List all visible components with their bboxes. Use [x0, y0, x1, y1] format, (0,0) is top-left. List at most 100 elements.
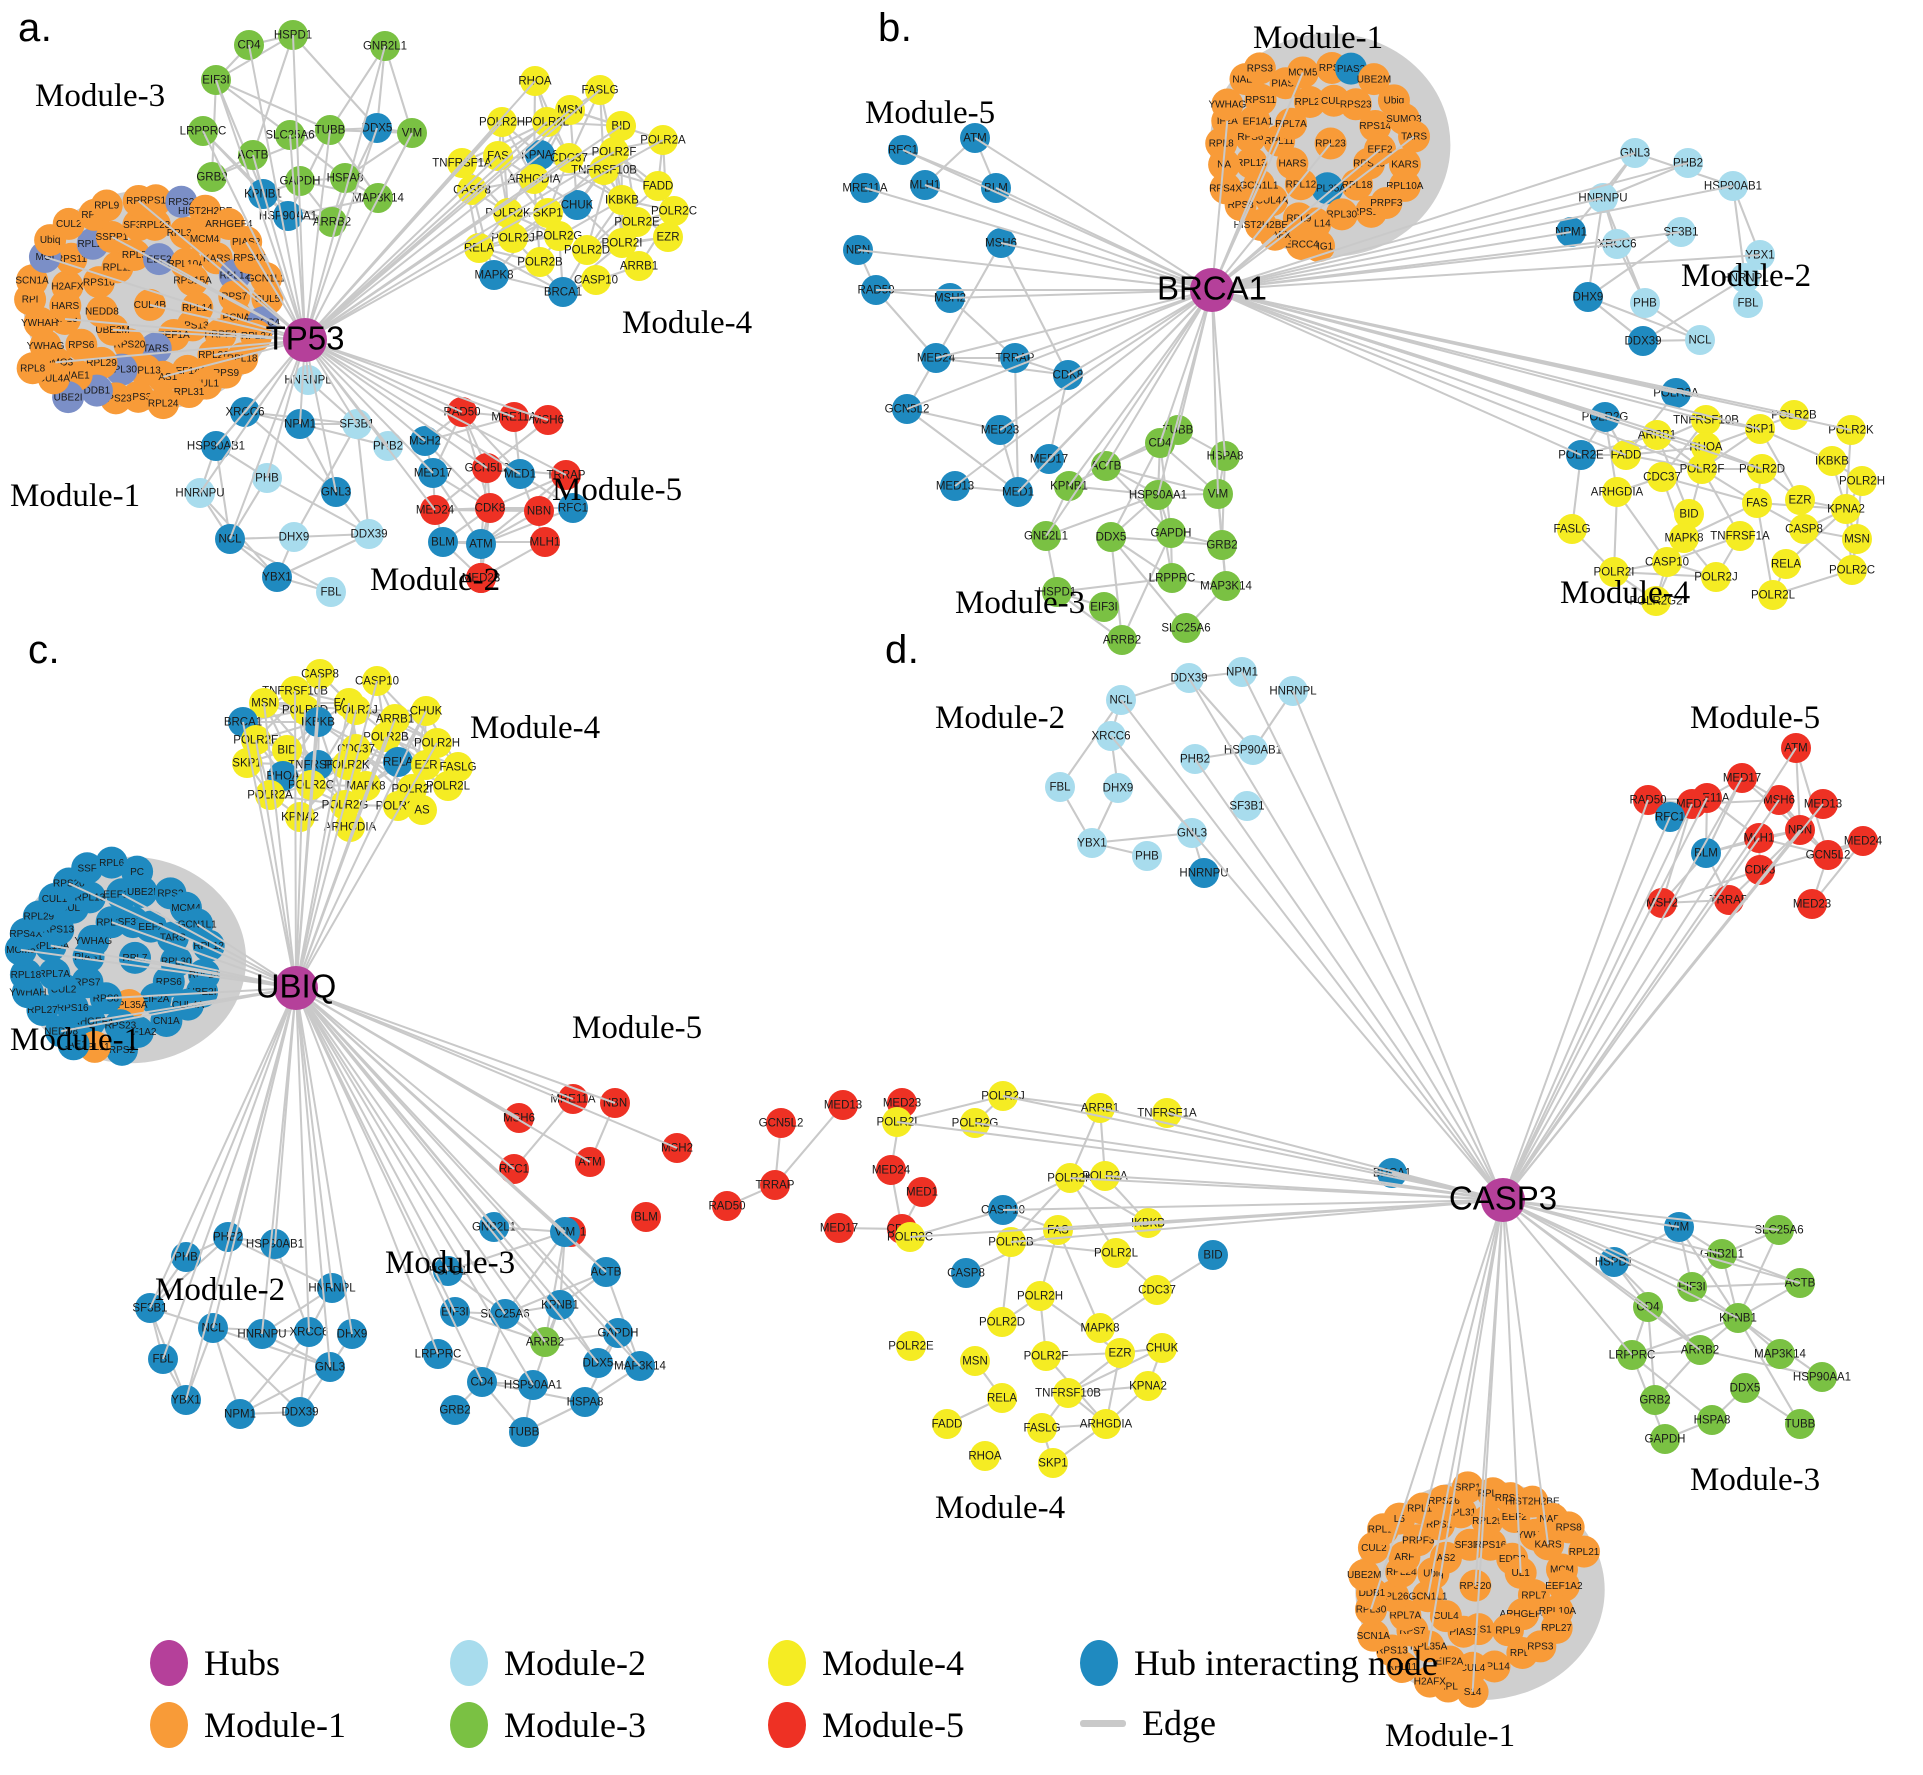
network-node-sf3b1[interactable]: SF3B1	[1229, 791, 1265, 821]
network-node-map3k14[interactable]: MAP3K14	[1754, 1339, 1806, 1369]
blob-node-h2afx[interactable]: H2AFX	[51, 270, 84, 303]
network-node-hspa8[interactable]: HSPA8	[1694, 1405, 1731, 1435]
blob-node-rps23[interactable]: RPS23	[1339, 88, 1372, 121]
hub-node-brca1[interactable]: BRCA1	[1157, 268, 1267, 312]
network-node-hsp90ab1[interactable]: HSP90AB1	[1224, 735, 1282, 765]
network-node-mapk8[interactable]: MAPK8	[475, 260, 514, 290]
network-node-polr2f[interactable]: POLR2F	[1024, 1341, 1069, 1371]
blob-node-prpf3[interactable]: PRPF3	[1370, 186, 1403, 219]
network-node-polr2l[interactable]: POLR2L	[426, 771, 471, 801]
network-node-ybx1[interactable]: YBX1	[262, 562, 292, 592]
blob-node-rpl5[interactable]: RPL5	[118, 239, 151, 272]
network-node-ddx5[interactable]: DDX5	[1730, 1373, 1761, 1403]
blob-node-rps8[interactable]: RPS8	[1552, 1511, 1585, 1544]
network-node-fbl[interactable]: FBL	[1733, 288, 1763, 318]
network-node-grb2[interactable]: GRB2	[1639, 1385, 1671, 1415]
network-node-bid[interactable]: BID	[1674, 499, 1704, 529]
network-node-polr2g[interactable]: POLR2G	[536, 221, 583, 251]
network-node-polr2b[interactable]: POLR2B	[517, 247, 563, 277]
network-node-ncl[interactable]: NCL	[1685, 325, 1715, 355]
blob-node-rpl23[interactable]: RPL23	[138, 208, 171, 241]
network-node-ybx1[interactable]: YBX1	[1077, 828, 1107, 858]
network-node-ikbkb[interactable]: IKBKB	[1815, 446, 1849, 476]
network-node-polr2j[interactable]: POLR2J	[1694, 562, 1738, 592]
network-node-hnrnpl[interactable]: HNRNPL	[1721, 263, 1769, 293]
network-node-gapdh[interactable]: GAPDH	[1645, 1424, 1686, 1454]
blob-node-rpl29[interactable]: RPL29	[1471, 1504, 1504, 1537]
network-node-fadd[interactable]: FADD	[643, 171, 674, 201]
network-node-polr2h[interactable]: POLR2H	[1017, 1281, 1063, 1311]
blob-node-rpl7[interactable]: RPL7	[1517, 1579, 1550, 1612]
network-node-casp8[interactable]: CASP8	[947, 1258, 985, 1288]
network-node-kpna2[interactable]: KPNA2	[1129, 1371, 1167, 1401]
blob-node-ercc4[interactable]: ERCC4	[1285, 228, 1319, 261]
blob-node-tars[interactable]: TARS	[156, 921, 189, 954]
network-node-polr2c[interactable]: POLR2C	[651, 196, 697, 226]
blob-node-ube2m[interactable]: UBE2M	[1347, 1559, 1381, 1592]
network-node-slc25a6[interactable]: SLC25A6	[1161, 613, 1211, 643]
network-node-kpna2[interactable]: KPNA2	[1827, 494, 1865, 524]
network-node-rela[interactable]: RELA	[987, 1383, 1017, 1413]
network-node-hsp90aa1[interactable]: HSP90AA1	[504, 1370, 562, 1400]
blob-node-ssf[interactable]: SSF	[71, 852, 104, 885]
network-node-casp10[interactable]: CASP10	[1645, 547, 1689, 577]
network-node-ikbkb[interactable]: IKBKB	[605, 185, 639, 215]
network-node-ddx39[interactable]: DDX39	[350, 519, 388, 549]
network-node-blm[interactable]: BLM	[631, 1202, 661, 1232]
network-node-gcn5l2[interactable]: GCN5L2	[759, 1108, 804, 1138]
network-node-lrpprc[interactable]: LRPPRC	[1149, 563, 1196, 593]
network-node-atm[interactable]: ATM	[466, 529, 496, 559]
blob-node-rpl7a[interactable]: RPL7A	[1274, 107, 1307, 140]
blob-node-pc[interactable]: PC	[121, 855, 154, 888]
network-node-arrb1[interactable]: ARRB1	[620, 251, 658, 281]
hub-node-tp53[interactable]: TP53	[266, 318, 345, 362]
blob-node-rpl9[interactable]: RPL9	[1491, 1614, 1524, 1647]
network-node-rela[interactable]: RELA	[1771, 549, 1801, 579]
network-node-mapk8[interactable]: MAPK8	[1081, 1313, 1120, 1343]
network-node-polr2g2[interactable]: POLR2G2	[1629, 586, 1683, 616]
network-node-fbl[interactable]: FBL	[316, 577, 346, 607]
network-node-phb[interactable]: PHB	[1132, 841, 1162, 871]
network-node-ezr[interactable]: EZR	[1785, 485, 1815, 515]
network-node-fbl[interactable]: FBL	[1045, 772, 1075, 802]
network-node-gapdh[interactable]: GAPDH	[1151, 518, 1192, 548]
network-node-hspa8[interactable]: HSPA8	[567, 1387, 604, 1417]
blob-node-rps3[interactable]: RPS3	[1243, 52, 1276, 85]
network-node-grb2[interactable]: GRB2	[439, 1395, 471, 1425]
network-node-med1[interactable]: MED1	[906, 1177, 938, 1207]
blob-node-scn1a[interactable]: SCN1A	[1357, 1619, 1391, 1652]
blob-node-srp1[interactable]: SRP1	[1451, 1471, 1484, 1504]
network-node-eif3i[interactable]: EIF3I	[1089, 592, 1119, 622]
network-node-dhx9[interactable]: DHX9	[279, 522, 310, 552]
network-node-cdc37[interactable]: CDC37	[1643, 462, 1681, 492]
blob-node-hist2h2be[interactable]: HIST2H2BE	[178, 194, 233, 227]
blob-node-rpl7a[interactable]: RPL7A	[38, 958, 70, 991]
network-node-arhgdia[interactable]: ARHGDIA	[1080, 1409, 1133, 1439]
blob-node-rpl13[interactable]: RPL13	[129, 354, 162, 387]
network-node-cdc37[interactable]: CDC37	[1138, 1275, 1176, 1305]
blob-node-rpl8[interactable]: RPL8	[16, 352, 49, 385]
blob-node-rpl14[interactable]: RPL14	[181, 291, 214, 324]
blob-node-nedd8[interactable]: NEDD8	[85, 295, 119, 328]
network-node-map3k14[interactable]: MAP3K14	[1200, 571, 1252, 601]
network-node-ezr[interactable]: EZR	[411, 750, 441, 780]
network-node-polr2d[interactable]: POLR2D	[979, 1307, 1025, 1337]
blob-node-rpl21[interactable]: RPL21	[1293, 86, 1326, 119]
network-node-rela[interactable]: RELA	[464, 233, 494, 263]
network-node-cdk8[interactable]: CDK8	[1745, 855, 1776, 885]
blob-node-rpl18[interactable]: RPL18	[9, 958, 42, 991]
network-node-gcn5l2[interactable]: GCN5L2	[1806, 840, 1851, 870]
network-node-med23[interactable]: MED23	[462, 563, 500, 593]
network-node-blm[interactable]: BLM	[428, 527, 458, 557]
network-node-hspd1[interactable]: HSPD1	[1038, 577, 1076, 607]
hub-node-ubiq[interactable]: UBIQ	[256, 966, 337, 1010]
blob-node-eef1a2[interactable]: EEF1A2	[1545, 1569, 1583, 1602]
network-node-chuk[interactable]: CHUK	[1146, 1333, 1179, 1363]
network-node-as[interactable]: AS	[407, 795, 437, 825]
blob-node-rpl31[interactable]: RPL31	[173, 376, 206, 409]
hub-node-casp3[interactable]: CASP3	[1449, 1178, 1557, 1222]
network-node-arhgdia[interactable]: ARHGDIA	[1591, 477, 1644, 507]
network-node-med24[interactable]: MED24	[872, 1155, 911, 1185]
blob-node-rpl21[interactable]: RPL21	[1568, 1535, 1601, 1568]
network-node-hspa8[interactable]: HSPA8	[327, 163, 364, 193]
